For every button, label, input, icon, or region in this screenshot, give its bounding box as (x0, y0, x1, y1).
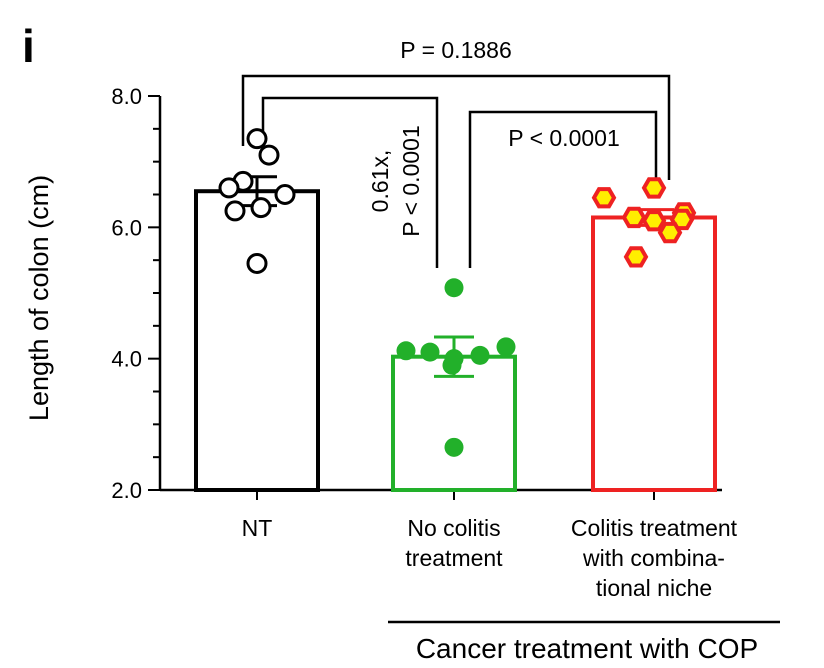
bars (194, 175, 717, 492)
panel-label: i (22, 20, 35, 72)
data-point (420, 342, 440, 362)
p-value-nt-vs-colitis: P = 0.1886 (400, 37, 512, 63)
y-tick-label: 6.0 (111, 215, 142, 240)
data-point (657, 221, 683, 244)
x-category-label: with combina- (582, 545, 725, 571)
data-point (496, 337, 516, 357)
data-point (396, 341, 416, 361)
y-tick-label: 4.0 (111, 347, 142, 372)
data-point (641, 177, 667, 199)
x-category-label: tional niche (596, 575, 712, 601)
bracket-nt-vs-nocolitis (261, 96, 439, 268)
x-category-label: Colitis treatment (571, 515, 738, 541)
x-axis-labels: NT No colitis treatment Colitis treatment wi… (242, 515, 738, 601)
data-point (218, 177, 240, 199)
data-points (218, 128, 697, 457)
bar (591, 215, 717, 492)
y-tick-label: 8.0 (111, 84, 142, 109)
data-point (591, 187, 617, 209)
group-label: Cancer treatment with COP (416, 633, 758, 664)
data-point (623, 246, 649, 268)
x-category-label: treatment (405, 545, 503, 571)
data-point (621, 206, 647, 229)
data-point (258, 144, 280, 166)
data-point (224, 200, 246, 222)
x-category-label: No colitis (407, 515, 500, 541)
data-point (444, 437, 464, 457)
data-point (442, 355, 462, 375)
significance-brackets (241, 74, 671, 268)
x-category-label: NT (242, 515, 273, 541)
data-point (246, 252, 268, 274)
y-axis-label: Length of colon (cm) (24, 175, 54, 421)
data-point (246, 128, 268, 150)
data-point (470, 345, 490, 365)
data-point (641, 210, 667, 232)
y-tick-label: 2.0 (111, 478, 142, 503)
p-value-nocolitis-vs-colitis: P < 0.0001 (508, 125, 620, 151)
bracket-nocolitis-vs-colitis (468, 110, 658, 268)
fold-change-label: 0.61x, (367, 150, 393, 213)
data-point (444, 278, 464, 298)
bracket-nt-vs-colitis (241, 74, 671, 180)
data-point (250, 197, 272, 219)
p-value-nt-vs-nocolitis: P < 0.0001 (398, 125, 424, 237)
bar (194, 189, 320, 492)
data-point (274, 184, 296, 205)
